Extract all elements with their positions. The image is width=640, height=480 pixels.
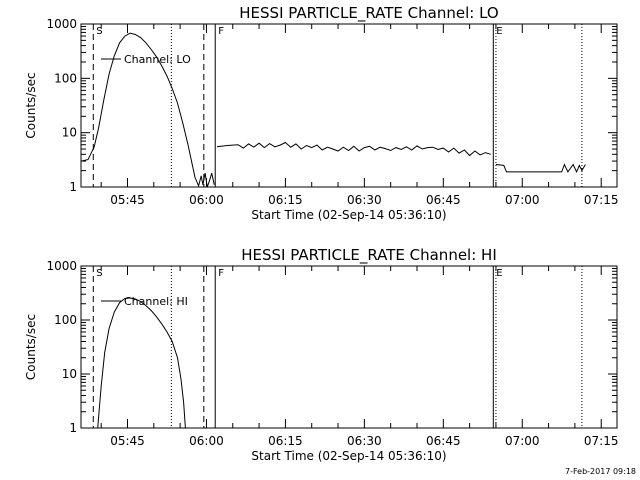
y-tick-label: 10 — [62, 126, 77, 140]
x-axis-label: Start Time (02-Sep-14 05:36:10) — [251, 449, 446, 463]
x-tick-label: 06:15 — [268, 434, 303, 448]
y-tick-label: 1000 — [46, 17, 77, 31]
chart-panel-1: HESSI PARTICLE_RATE Channel: LO Counts/se… — [24, 4, 619, 222]
x-tick-label: 06:30 — [347, 434, 382, 448]
plot-frame — [80, 265, 618, 429]
marker-label: S — [96, 26, 102, 37]
series-line — [80, 32, 215, 188]
marker-label: S — [96, 268, 102, 279]
y-tick-label: 1000 — [46, 259, 77, 273]
x-tick-label: 05:45 — [110, 193, 145, 207]
x-tick-label: 06:45 — [426, 193, 461, 207]
x-tick-label: 07:00 — [505, 193, 540, 207]
series-line — [216, 141, 491, 157]
footer-timestamp: 7-Feb-2017 09:18 — [565, 467, 636, 476]
plot-frame — [80, 23, 618, 188]
y-tick-label: 100 — [54, 313, 77, 327]
x-tick-label: 06:00 — [189, 434, 224, 448]
x-tick-label: 06:45 — [426, 434, 461, 448]
legend-label: Channel: HI — [124, 295, 188, 308]
y-tick-label: 1 — [69, 421, 77, 435]
y-axis-label: Counts/sec — [24, 72, 38, 138]
series-line — [97, 297, 186, 429]
x-tick-label: 05:45 — [110, 434, 145, 448]
x-axis-label: Start Time (02-Sep-14 05:36:10) — [251, 208, 446, 222]
x-tick-label: 06:30 — [347, 193, 382, 207]
chart-title: HESSI PARTICLE_RATE Channel: LO — [239, 4, 498, 23]
x-tick-label: 06:00 — [189, 193, 224, 207]
chart-panel-2: HESSI PARTICLE_RATE Channel: HI Counts/se… — [24, 246, 619, 463]
marker-label: F — [218, 26, 224, 37]
marker-label: E — [496, 268, 502, 279]
y-axis-label: Counts/sec — [24, 314, 38, 380]
y-tick-label: 10 — [62, 367, 77, 381]
chart-title: HESSI PARTICLE_RATE Channel: HI — [241, 246, 497, 265]
series-line — [495, 163, 586, 174]
marker-label: E — [496, 26, 502, 37]
x-tick-label: 07:15 — [584, 434, 619, 448]
x-tick-label: 07:15 — [584, 193, 619, 207]
x-tick-label: 07:00 — [505, 434, 540, 448]
y-tick-label: 1 — [69, 180, 77, 194]
x-tick-label: 06:15 — [268, 193, 303, 207]
marker-label: F — [218, 268, 224, 279]
y-tick-label: 100 — [54, 71, 77, 85]
legend-label: Channel: LO — [124, 53, 191, 66]
